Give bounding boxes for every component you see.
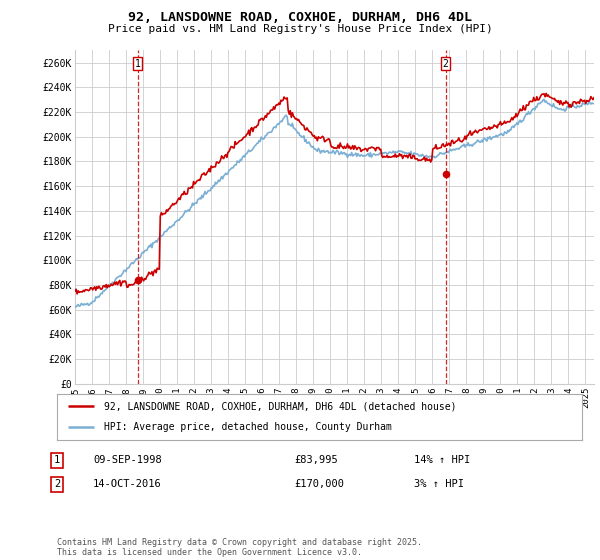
Text: HPI: Average price, detached house, County Durham: HPI: Average price, detached house, Coun… [104,422,392,432]
Text: 14-OCT-2016: 14-OCT-2016 [93,479,162,489]
Point [133,276,143,284]
Text: £170,000: £170,000 [294,479,344,489]
Text: Contains HM Land Registry data © Crown copyright and database right 2025.
This d: Contains HM Land Registry data © Crown c… [57,538,422,557]
Text: 92, LANSDOWNE ROAD, COXHOE, DURHAM, DH6 4DL: 92, LANSDOWNE ROAD, COXHOE, DURHAM, DH6 … [128,11,472,24]
Point [441,169,451,178]
Text: 92, LANSDOWNE ROAD, COXHOE, DURHAM, DH6 4DL (detached house): 92, LANSDOWNE ROAD, COXHOE, DURHAM, DH6 … [104,401,457,411]
Text: Price paid vs. HM Land Registry's House Price Index (HPI): Price paid vs. HM Land Registry's House … [107,24,493,34]
Text: £83,995: £83,995 [294,455,338,465]
Text: 3% ↑ HPI: 3% ↑ HPI [414,479,464,489]
Text: 1: 1 [135,59,141,69]
Text: 14% ↑ HPI: 14% ↑ HPI [414,455,470,465]
Text: 2: 2 [54,479,60,489]
Text: 09-SEP-1998: 09-SEP-1998 [93,455,162,465]
Text: 2: 2 [443,59,449,69]
Text: 1: 1 [54,455,60,465]
